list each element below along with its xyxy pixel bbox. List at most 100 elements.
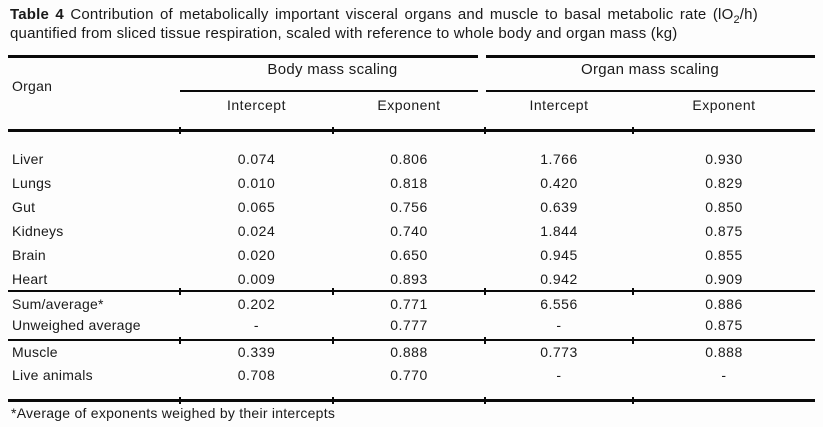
- column-divider-tick: [484, 337, 486, 344]
- column-divider-tick: [179, 337, 181, 344]
- cell-value: 0.771: [390, 296, 428, 312]
- rule-spanner-organ-underline: [486, 90, 815, 92]
- table-row-heart: Heart 0.009 0.893 0.942 0.909: [8, 267, 815, 291]
- cell-value: 0.930: [705, 151, 743, 167]
- cell-value: 0.850: [705, 199, 743, 215]
- caption-subscript: 2: [733, 14, 740, 26]
- cell-value: 0.773: [540, 344, 578, 360]
- cell-value: 0.020: [237, 247, 276, 263]
- column-divider-tick: [332, 337, 334, 344]
- cell-value: 0.074: [237, 151, 276, 167]
- row-label: Gut: [12, 199, 36, 215]
- column-divider-tick: [632, 127, 634, 134]
- cell-value: 0.777: [390, 317, 428, 333]
- caption-text-2: /h): [739, 6, 758, 23]
- row-label: Muscle: [12, 344, 58, 360]
- column-header-exponent-organ: Exponent: [692, 96, 756, 113]
- cell-value: 0.639: [540, 199, 578, 215]
- table-row-kidneys: Kidneys 0.024 0.740 1.844 0.875: [8, 219, 815, 243]
- cell-value: 0.875: [705, 317, 743, 333]
- cell-value: 6.556: [540, 296, 578, 312]
- cell-value: 0.009: [237, 271, 276, 287]
- caption-line-2: quantified from sliced tissue respiratio…: [10, 24, 678, 42]
- column-divider-tick: [332, 397, 334, 404]
- cell-value: 0.756: [390, 199, 428, 215]
- row-label: Lungs: [12, 175, 52, 191]
- cell-value: 0.202: [237, 296, 276, 312]
- cell-value: 0.829: [705, 175, 743, 191]
- caption-table-number: Table 4: [10, 6, 64, 23]
- cell-value: -: [721, 367, 727, 383]
- row-label: Brain: [12, 247, 46, 263]
- caption-text-1: Contribution of metabolically important …: [63, 6, 734, 23]
- rule-spanner-body-underline: [180, 90, 478, 92]
- subheader-row: Intercept Exponent Intercept Exponent: [8, 96, 815, 113]
- cell-value: 0.942: [540, 271, 578, 287]
- table-row-unweighed-average: Unweighed average - 0.777 - 0.875: [8, 313, 815, 337]
- column-header-organ: Organ: [12, 78, 53, 94]
- cell-value: 0.855: [705, 247, 743, 263]
- column-divider-tick: [332, 127, 334, 134]
- cell-value: 0.945: [540, 247, 578, 263]
- caption-line-1: Table 4 Contribution of metabolically im…: [10, 6, 820, 26]
- cell-value: 0.420: [540, 175, 578, 191]
- cell-value: 0.875: [705, 223, 743, 239]
- cell-value: 0.010: [237, 175, 276, 191]
- row-label: Live animals: [12, 367, 93, 383]
- cell-value: 0.818: [390, 175, 428, 191]
- cell-value: 0.893: [390, 271, 428, 287]
- column-divider-tick: [632, 337, 634, 344]
- cell-value: 0.770: [390, 367, 428, 383]
- column-divider-tick: [632, 397, 634, 404]
- rule-above-muscle: [8, 339, 815, 341]
- cell-value: 0.909: [705, 271, 743, 287]
- cell-value: 0.024: [237, 223, 276, 239]
- column-divider-tick: [179, 397, 181, 404]
- spanner-organ-mass-scaling: Organ mass scaling: [581, 61, 719, 78]
- cell-value: 0.740: [390, 223, 428, 239]
- column-header-exponent-body: Exponent: [377, 96, 441, 113]
- row-label: Heart: [12, 271, 48, 287]
- cell-value: -: [556, 367, 562, 383]
- table-row-liver: Liver 0.074 0.806 1.766 0.930: [8, 147, 815, 171]
- rule-top-left: [8, 55, 478, 58]
- rule-above-summary: [8, 290, 815, 292]
- cell-value: 0.888: [705, 344, 743, 360]
- table-row-live-animals: Live animals 0.708 0.770 - -: [8, 363, 815, 387]
- table-row-lungs: Lungs 0.010 0.818 0.420 0.829: [8, 171, 815, 195]
- column-divider-tick: [332, 288, 334, 295]
- rule-top-right: [486, 55, 815, 58]
- row-label: Liver: [12, 151, 44, 167]
- cell-value: 1.766: [540, 151, 578, 167]
- table-footnote: *Average of exponents weighed by their i…: [11, 405, 336, 421]
- cell-value: 0.708: [237, 367, 276, 383]
- rule-header-bottom: [8, 129, 815, 132]
- table-caption: Table 4 Contribution of metabolically im…: [10, 6, 820, 43]
- rule-bottom: [8, 399, 815, 402]
- table-row-muscle: Muscle 0.339 0.888 0.773 0.888: [8, 340, 815, 364]
- column-divider-tick: [484, 288, 486, 295]
- table-row-gut: Gut 0.065 0.756 0.639 0.850: [8, 195, 815, 219]
- cell-value: 0.888: [390, 344, 428, 360]
- row-label: Kidneys: [12, 223, 64, 239]
- cell-value: 0.650: [390, 247, 428, 263]
- column-divider-tick: [632, 288, 634, 295]
- column-divider-tick: [179, 127, 181, 134]
- column-divider-tick: [484, 397, 486, 404]
- row-label: Sum/average*: [12, 296, 104, 312]
- cell-value: 0.806: [390, 151, 428, 167]
- table-row-sum-average: Sum/average* 0.202 0.771 6.556 0.886: [8, 292, 815, 316]
- cell-value: 0.339: [237, 344, 276, 360]
- cell-value: 1.844: [540, 223, 578, 239]
- spanner-body-mass-scaling: Body mass scaling: [267, 61, 398, 78]
- table-row-brain: Brain 0.020 0.650 0.945 0.855: [8, 243, 815, 267]
- row-label: Unweighed average: [12, 317, 141, 333]
- cell-value: 0.886: [705, 296, 743, 312]
- cell-value: -: [556, 317, 562, 333]
- cell-value: 0.065: [237, 199, 276, 215]
- cell-value: -: [253, 317, 260, 333]
- column-divider-tick: [484, 127, 486, 134]
- column-header-intercept-body: Intercept: [227, 96, 286, 113]
- column-divider-tick: [179, 288, 181, 295]
